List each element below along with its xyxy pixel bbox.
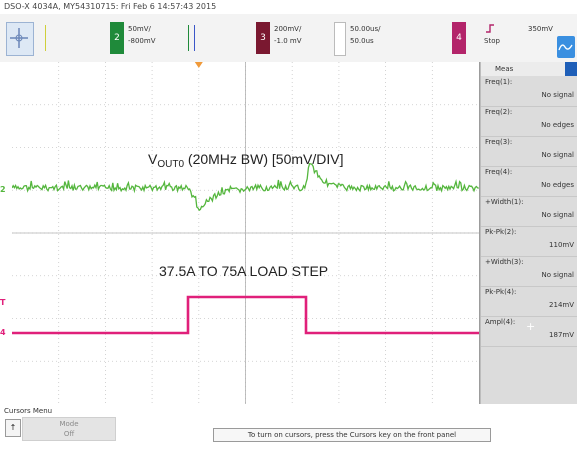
run-stop-status: Stop <box>484 37 500 45</box>
channel-toolbar: 2 50mV/ -800mV 3 200mV/ -1.0 mV 50.00us/… <box>0 14 577 63</box>
cursor-hint-message: To turn on cursors, press the Cursors ke… <box>213 428 491 442</box>
mode-softkey[interactable]: Mode Off <box>22 417 116 441</box>
measurement-value: No signal <box>541 211 574 219</box>
measurement-name: Freq(3): <box>485 138 513 146</box>
measurement-value: 110mV <box>549 241 574 249</box>
load-step-label: 37.5A TO 75A LOAD STEP <box>159 263 329 279</box>
measurement-item[interactable]: Pk-Pk(4): 214mV <box>481 286 577 317</box>
load-step-trace <box>12 295 479 335</box>
measurement-name: Ampl(4): <box>485 318 516 326</box>
timebase-delay: 50.0us <box>350 37 374 45</box>
vout-trace <box>12 162 479 212</box>
crosshair-icon <box>10 28 28 48</box>
measurement-value: No signal <box>541 151 574 159</box>
measurement-value: No signal <box>541 91 574 99</box>
trigger-edge-icon <box>486 24 494 33</box>
mode-value: Off <box>63 430 75 438</box>
measurement-name: +Width(1): <box>485 198 524 206</box>
mode-label: Mode <box>59 420 79 428</box>
measurement-item[interactable]: Freq(4): No edges <box>481 166 577 197</box>
channel2-offset: -800mV <box>128 37 156 45</box>
channel1-indicator[interactable] <box>45 25 46 51</box>
panel-tab-button[interactable] <box>565 62 577 76</box>
menu-title: Cursors Menu <box>4 407 53 415</box>
measurement-value: 214mV <box>549 301 574 309</box>
channel2-chip: 2 <box>110 22 124 54</box>
channel4-chip: 4 <box>452 22 466 54</box>
sine-icon <box>558 44 573 51</box>
measurement-item[interactable]: +Width(3): No signal <box>481 256 577 287</box>
channel3-chip: 3 <box>256 22 270 54</box>
channel3-offset: -1.0 mV <box>274 37 302 45</box>
measurement-name: Freq(2): <box>485 108 513 116</box>
channel2-scale: 50mV/ <box>128 25 151 33</box>
ch4-ground-marker[interactable]: 4 <box>0 328 6 337</box>
trigger-level: 350mV <box>528 25 553 33</box>
auto-scale-button[interactable] <box>557 36 575 58</box>
measurement-name: Freq(1): <box>485 78 513 86</box>
window-title: DSO-X 4034A, MY54310715: Fri Feb 6 14:57… <box>4 2 217 11</box>
measurements-header[interactable]: Meas <box>481 62 577 76</box>
measurement-name: +Width(3): <box>485 258 524 266</box>
softkey-bar: Cursors Menu ↑ Mode Off To turn on curso… <box>0 404 577 449</box>
measurement-value: 187mV <box>549 331 574 339</box>
add-measurement-icon[interactable]: + <box>526 320 536 333</box>
vout-label: VOUT0 (20MHz BW) [50mV/DIV] <box>148 151 344 170</box>
measurement-value: No edges <box>541 181 574 189</box>
measurement-item[interactable]: Freq(2): No edges <box>481 106 577 137</box>
channel3-scale: 200mV/ <box>274 25 302 33</box>
ch2-ground-marker[interactable]: 2 <box>0 185 6 194</box>
back-arrow-button[interactable]: ↑ <box>5 419 21 437</box>
measurement-item[interactable]: Ampl(4): 187mV <box>481 316 577 347</box>
waveform-display[interactable]: VOUT0 (20MHz BW) [50mV/DIV] 37.5A TO 75A… <box>12 62 480 405</box>
measurement-name: Pk-Pk(2): <box>485 228 517 236</box>
trigger-position-marker <box>194 62 203 68</box>
channel-marker-rail: 2 T 4 <box>0 62 12 404</box>
measurement-name: Pk-Pk(4): <box>485 288 517 296</box>
trigger-level-marker[interactable]: T <box>0 298 6 307</box>
measurement-item[interactable]: +Width(1): No signal <box>481 196 577 227</box>
timebase-rate: 50.00us/ <box>350 25 381 33</box>
waveform-svg <box>12 62 479 404</box>
measurement-item[interactable]: Pk-Pk(2): 110mV <box>481 226 577 257</box>
measurement-item[interactable]: Freq(3): No signal <box>481 136 577 167</box>
measurement-name: Freq(4): <box>485 168 513 176</box>
measurement-value: No signal <box>541 271 574 279</box>
measurement-item[interactable]: Freq(1): No signal <box>481 76 577 107</box>
measurements-panel: Meas Freq(1): No signal Freq(2): No edges Fr… <box>480 62 577 404</box>
measurement-value: No edges <box>541 121 574 129</box>
